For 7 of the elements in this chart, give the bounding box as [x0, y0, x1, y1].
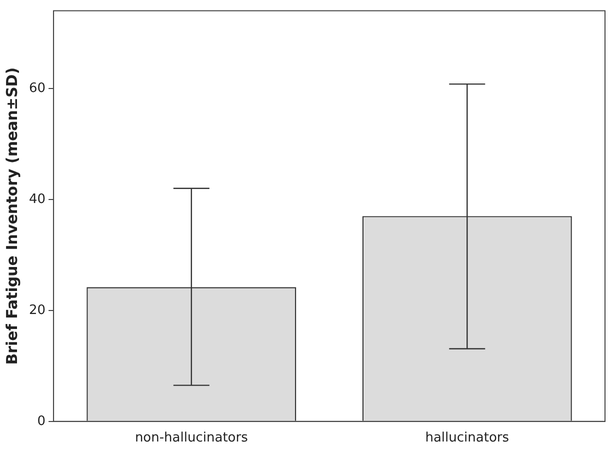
y-axis-title: Brief Fatigue Inventory (mean±SD): [2, 67, 21, 365]
x-tick-label: non-hallucinators: [134, 430, 248, 446]
y-tick-label: 60: [28, 80, 46, 96]
y-tick-label: 0: [37, 414, 46, 429]
x-tick-label: hallucinators: [425, 430, 510, 446]
y-tick-label: 20: [28, 302, 46, 318]
y-tick-label: 40: [28, 192, 46, 207]
